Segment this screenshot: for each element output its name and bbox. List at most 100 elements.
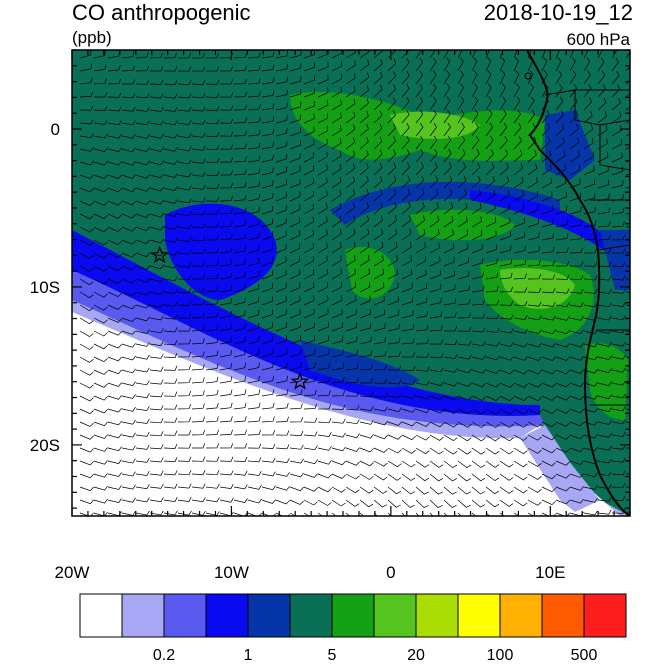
wind-barb bbox=[555, 342, 570, 348]
wind-barb bbox=[177, 224, 192, 230]
wind-barb bbox=[555, 261, 570, 267]
wind-barb bbox=[373, 420, 388, 426]
colorbar-swatch bbox=[373, 593, 417, 638]
wind-barb bbox=[247, 322, 260, 332]
wind-barb bbox=[331, 486, 346, 493]
wind-barb bbox=[206, 222, 220, 228]
wind-barb bbox=[107, 147, 122, 153]
wind-barb bbox=[373, 97, 383, 111]
wind-barb bbox=[611, 84, 621, 98]
wind-barb bbox=[597, 433, 612, 438]
wind-barb bbox=[429, 447, 444, 455]
wind-barb bbox=[401, 215, 412, 228]
wind-barb bbox=[107, 304, 122, 310]
wind-barb bbox=[499, 70, 506, 85]
wind-barb bbox=[513, 512, 528, 516]
wind-barb bbox=[457, 499, 471, 508]
wind-barb bbox=[149, 107, 164, 112]
wind-barb bbox=[555, 83, 563, 98]
wind-barb bbox=[149, 392, 164, 398]
wind-barb bbox=[611, 71, 620, 85]
wind-barb bbox=[317, 335, 330, 345]
wind-barb bbox=[499, 231, 511, 241]
wind-barb bbox=[275, 140, 288, 150]
wind-barb bbox=[219, 157, 234, 163]
wind-barb bbox=[555, 137, 566, 150]
wind-barb bbox=[569, 329, 584, 335]
colorbar bbox=[79, 593, 627, 638]
wind-barb bbox=[331, 255, 342, 267]
wind-barb bbox=[387, 228, 398, 241]
wind-barb bbox=[317, 308, 329, 319]
wind-barb bbox=[527, 232, 540, 241]
wind-barb bbox=[219, 131, 234, 137]
wind-barb bbox=[275, 192, 287, 202]
wind-barb bbox=[345, 486, 360, 494]
wind-barb bbox=[149, 457, 164, 463]
wind-barb bbox=[611, 432, 626, 437]
wind-barb bbox=[303, 512, 318, 516]
wind-barb bbox=[163, 212, 178, 217]
wind-barb bbox=[485, 203, 496, 215]
wind-barb bbox=[163, 430, 178, 436]
wind-barb bbox=[303, 473, 318, 478]
wind-barb bbox=[177, 79, 192, 86]
co-patch-center-2 bbox=[410, 209, 515, 241]
wind-barb bbox=[569, 302, 584, 308]
wind-barb bbox=[499, 50, 504, 59]
wind-barb bbox=[359, 336, 372, 345]
wind-barb bbox=[303, 190, 315, 202]
wind-barb bbox=[331, 228, 342, 241]
wind-barb bbox=[583, 124, 594, 137]
wind-barb bbox=[611, 470, 626, 476]
wind-barb bbox=[289, 230, 301, 241]
wind-barb bbox=[415, 70, 424, 85]
wind-barb bbox=[429, 421, 444, 428]
wind-barb bbox=[93, 106, 108, 112]
wind-barb bbox=[275, 89, 288, 98]
wind-barb bbox=[191, 66, 206, 72]
wind-barb bbox=[387, 123, 396, 137]
wind-barb bbox=[583, 497, 598, 503]
wind-barb bbox=[485, 57, 492, 72]
wind-barb bbox=[443, 381, 458, 387]
wind-barb bbox=[289, 308, 301, 319]
wind-barb bbox=[191, 248, 206, 254]
wind-barb bbox=[163, 66, 178, 72]
wind-barb bbox=[527, 260, 541, 267]
wind-barb bbox=[93, 50, 106, 59]
wind-barb bbox=[541, 177, 553, 189]
wind-barb bbox=[611, 98, 621, 111]
wind-barb bbox=[359, 447, 374, 453]
wind-barb bbox=[541, 329, 556, 335]
wind-barb bbox=[415, 162, 424, 176]
wind-barb bbox=[219, 416, 233, 423]
wind-barb bbox=[93, 200, 108, 206]
wind-barb bbox=[135, 291, 150, 296]
wind-barb bbox=[79, 343, 94, 350]
wind-barb bbox=[597, 355, 612, 360]
wind-barb bbox=[205, 298, 219, 306]
wind-barb bbox=[415, 486, 429, 495]
wind-barb bbox=[401, 460, 416, 468]
wind-barb bbox=[387, 499, 401, 508]
wind-barb bbox=[317, 390, 331, 397]
wind-barb bbox=[135, 406, 150, 411]
wind-barb bbox=[457, 162, 467, 176]
wind-barb bbox=[471, 285, 485, 293]
datetime-label: 2018-10-19_12 bbox=[483, 0, 633, 25]
wind-barb bbox=[611, 180, 624, 189]
wind-barb bbox=[303, 50, 316, 59]
wind-barb bbox=[289, 389, 303, 397]
wind-barb bbox=[163, 199, 178, 204]
wind-barb bbox=[583, 329, 598, 334]
wind-barb bbox=[499, 356, 514, 361]
wind-barb bbox=[261, 90, 275, 98]
wind-barb bbox=[485, 70, 492, 85]
wind-barb bbox=[135, 380, 150, 386]
wind-barb bbox=[443, 188, 453, 202]
wind-barb bbox=[429, 408, 444, 414]
colorbar-label: 5 bbox=[327, 647, 337, 664]
wind-barb bbox=[177, 300, 192, 306]
wind-barb bbox=[373, 188, 383, 202]
